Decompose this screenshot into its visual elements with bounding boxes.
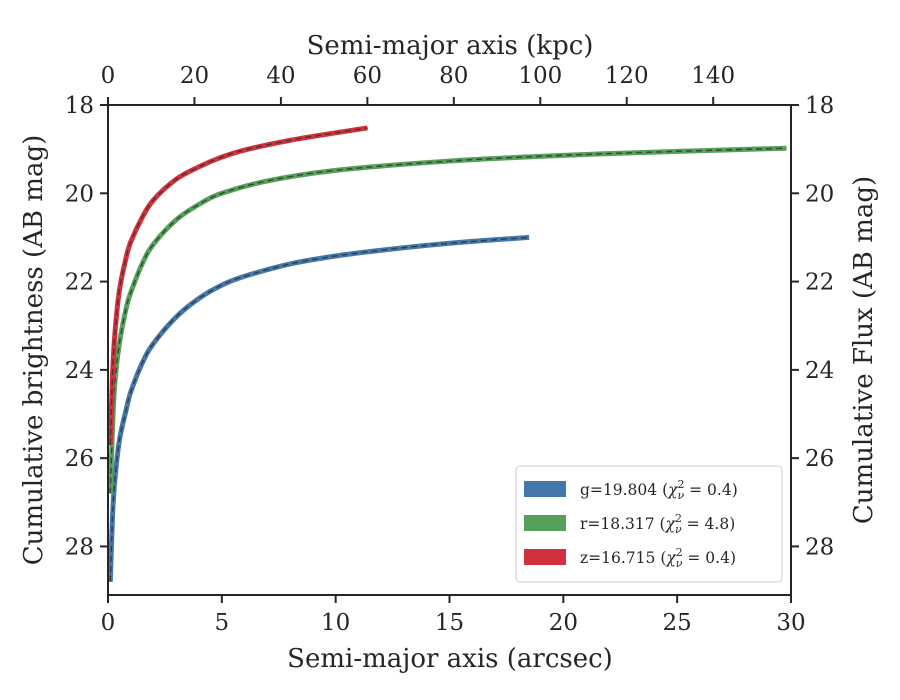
y-right-tick-label: 20 <box>805 181 834 207</box>
legend-swatch-r <box>524 515 566 531</box>
y-right-tick-label: 18 <box>805 93 834 119</box>
legend-label-r: r=18.317 (χ2 ν = 4.8) <box>580 512 735 536</box>
x-top-tick-label: 80 <box>439 63 468 89</box>
series-layer <box>107 125 787 582</box>
x-top-tick-label: 120 <box>605 63 649 89</box>
series-z-fit-line <box>109 127 368 445</box>
legend-swatch-z <box>524 549 566 565</box>
x-tick-label: 10 <box>321 610 350 636</box>
x-tick-label: 25 <box>663 610 692 636</box>
series-g-fit-line <box>109 236 530 582</box>
series-r-fit-line <box>109 147 787 494</box>
y-tick-label: 22 <box>65 270 94 296</box>
legend-label-g: g=19.804 (χ2 ν = 0.4) <box>580 478 738 502</box>
y-right-tick-label: 22 <box>805 270 834 296</box>
y-right-axis-label: Cumulative Flux (AB mag) <box>849 176 879 524</box>
x-tick-label: 15 <box>435 610 464 636</box>
x-tick-label: 20 <box>549 610 578 636</box>
y-right-tick-label: 26 <box>805 446 834 472</box>
y-right-tick-label: 28 <box>805 534 834 560</box>
legend-frame <box>515 465 783 583</box>
y-tick-label: 18 <box>65 93 94 119</box>
x-top-tick-label: 60 <box>353 63 382 89</box>
x-top-tick-label: 140 <box>691 63 735 89</box>
y-tick-label: 20 <box>65 181 94 207</box>
y-axis-label: Cumulative brightness (AB mag) <box>19 135 49 566</box>
x-tick-label: 30 <box>776 610 805 636</box>
tick-layer: 0 5 10 15 20 25 30 0 20 40 60 80 100 120 140 18 20 22 24 26… <box>65 63 835 636</box>
x-tick-label: 0 <box>101 610 116 636</box>
x-top-tick-label: 20 <box>180 63 209 89</box>
x-axis-label: Semi-major axis (arcsec) <box>287 644 613 674</box>
x-top-tick-label: 40 <box>266 63 295 89</box>
y-tick-label: 28 <box>65 534 94 560</box>
x-tick-label: 5 <box>215 610 230 636</box>
x-top-tick-label: 100 <box>518 63 562 89</box>
legend: g=19.804 (χ2 ν = 0.4) r=18.317 (χ2 ν = 4.8)… <box>515 465 783 583</box>
y-tick-label: 24 <box>65 358 94 384</box>
legend-swatch-g <box>524 481 566 497</box>
legend-label-z: z=16.715 (χ2 ν = 0.4) <box>580 546 736 570</box>
y-tick-label: 26 <box>65 446 94 472</box>
x-top-tick-label: 0 <box>101 63 116 89</box>
x-top-axis-label: Semi-major axis (kpc) <box>307 31 594 61</box>
y-right-tick-label: 24 <box>805 358 834 384</box>
